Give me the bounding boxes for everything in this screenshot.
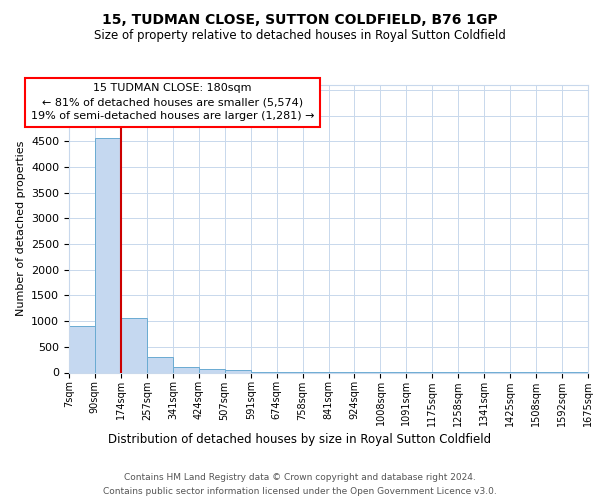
Text: Contains public sector information licensed under the Open Government Licence v3: Contains public sector information licen…	[103, 486, 497, 496]
Y-axis label: Number of detached properties: Number of detached properties	[16, 141, 26, 316]
Bar	[173, 368, 199, 372]
Bar	[224, 370, 251, 372]
Bar	[95, 138, 121, 372]
Bar	[121, 318, 147, 372]
Text: Distribution of detached houses by size in Royal Sutton Coldfield: Distribution of detached houses by size …	[109, 432, 491, 446]
Text: Size of property relative to detached houses in Royal Sutton Coldfield: Size of property relative to detached ho…	[94, 29, 506, 42]
Text: Contains HM Land Registry data © Crown copyright and database right 2024.: Contains HM Land Registry data © Crown c…	[124, 472, 476, 482]
Bar	[69, 326, 95, 372]
Bar	[147, 357, 173, 372]
Bar	[199, 368, 224, 372]
Text: 15 TUDMAN CLOSE: 180sqm
← 81% of detached houses are smaller (5,574)
19% of semi: 15 TUDMAN CLOSE: 180sqm ← 81% of detache…	[31, 84, 314, 122]
Text: 15, TUDMAN CLOSE, SUTTON COLDFIELD, B76 1GP: 15, TUDMAN CLOSE, SUTTON COLDFIELD, B76 …	[102, 12, 498, 26]
